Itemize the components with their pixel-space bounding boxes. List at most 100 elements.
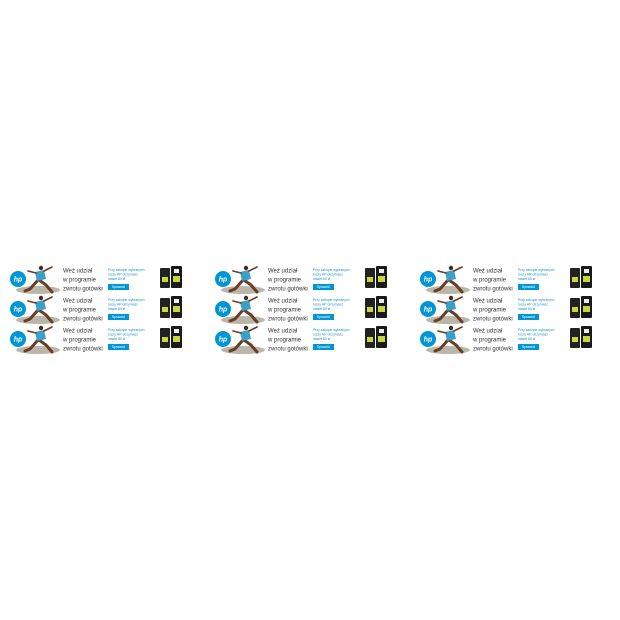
button-bg[interactable] [313,314,334,320]
button[interactable]: Sprawdź [518,314,539,320]
button-bg[interactable] [518,314,539,320]
hp-logo-text: hp [219,276,228,283]
subtext: Przy zakupie wybranych [518,268,555,272]
banner[interactable]: hp Weź udział w programie zwrotu gotówki Prz… [420,265,592,294]
cartridge-window [379,299,384,303]
button[interactable]: Sprawdź [313,284,334,290]
ground [16,316,60,324]
runner-arms [27,266,53,274]
runner-shirt [445,270,456,281]
subtext: nawet 80 zł [518,337,535,341]
runner-head [448,295,454,301]
subtext: Przy zakupie wybranych [518,328,555,332]
runner-shirt [35,270,46,281]
button-label[interactable]: Sprawdź [112,285,125,289]
subtext: nawet 80 zł [313,277,330,281]
button-bg[interactable] [108,344,129,350]
ground [16,346,60,354]
ground [426,286,470,294]
hp-logo [10,301,26,317]
runner-legs [433,308,464,324]
button[interactable]: Sprawdź [518,344,539,350]
runner-arms [437,326,463,334]
ground [426,316,470,324]
button-bg[interactable] [108,314,129,320]
button-bg[interactable] [313,284,334,290]
button-label[interactable]: Sprawdź [112,345,125,349]
headline: Weź udział [268,299,298,305]
button-label[interactable]: Sprawdź [317,285,330,289]
hp-logo-text: hp [424,306,433,313]
headline: zwrotu gotówki [268,287,308,293]
headline: Weź udział [63,299,93,305]
runner-legs [23,338,54,354]
ground [221,286,265,294]
headline: zwrotu gotówki [473,287,513,293]
button-label[interactable]: Sprawdź [317,315,330,319]
runner-head [243,295,249,301]
button[interactable]: Sprawdź [313,314,334,320]
runner-arms [232,296,258,304]
runner-shirt [445,300,456,311]
runner-head [448,325,454,331]
subtext: tuszy HP otrzymasz [108,302,138,306]
ground [221,316,265,324]
button[interactable]: Sprawdź [313,344,334,350]
banner[interactable]: hp Weź udział w programie zwrotu gotówki Prz… [10,295,182,324]
button-label[interactable]: Sprawdź [112,315,125,319]
button-bg[interactable] [518,344,539,350]
headline: zwrotu gotówki [473,347,513,353]
button-label[interactable]: Sprawdź [522,315,535,319]
cartridge-label [572,337,578,342]
runner-head [243,325,249,331]
banner[interactable]: hp Weź udział w programie zwrotu gotówki Prz… [10,265,182,294]
subtext: Przy zakupie wybranych [313,268,350,272]
cartridge-window [379,269,384,273]
button[interactable]: Sprawdź [108,344,129,350]
headline: w programie [267,308,302,314]
headline: zwrotu gotówki [268,347,308,353]
button-label[interactable]: Sprawdź [522,285,535,289]
runner-legs [228,338,259,354]
button-bg[interactable] [313,344,334,350]
banner[interactable]: hp Weź udział w programie zwrotu gotówki Prz… [215,295,387,324]
button-bg[interactable] [518,284,539,290]
subtext: tuszy HP otrzymasz [313,332,343,336]
banner[interactable]: hp Weź udział w programie zwrotu gotówki Prz… [215,265,387,294]
subtext: Przy zakupie wybranych [518,298,555,302]
headline: Weź udział [473,269,503,275]
cartridge-label [162,337,168,342]
subtext: tuszy HP otrzymasz [108,272,138,276]
banner[interactable]: hp Weź udział w programie zwrotu gotówki Prz… [10,325,182,354]
button-bg[interactable] [108,284,129,290]
hp-logo-text: hp [219,336,228,343]
hp-logo [420,331,436,347]
subtext: nawet 80 zł [108,307,125,311]
cartridge-window [379,329,384,333]
cartridge-window [584,299,589,303]
runner-arms [27,296,53,304]
cartridge-label [367,337,373,342]
headline: w programie [472,278,507,284]
subtext: tuszy HP otrzymasz [313,272,343,276]
subtext: nawet 80 zł [108,277,125,281]
headline: w programie [267,278,302,284]
banner[interactable]: hp Weź udział w programie zwrotu gotówki Prz… [420,295,592,324]
button-label[interactable]: Sprawdź [522,345,535,349]
hp-logo [420,301,436,317]
button[interactable]: Sprawdź [518,284,539,290]
cartridge-label [378,306,385,312]
button[interactable]: Sprawdź [108,284,129,290]
headline: Weź udział [268,269,298,275]
button[interactable]: Sprawdź [108,314,129,320]
cartridge-label [583,306,590,312]
runner-shirt [445,330,456,341]
cartridge-window [584,269,589,273]
banner[interactable]: hp Weź udział w programie zwrotu gotówki Prz… [420,325,592,354]
button-label[interactable]: Sprawdź [317,345,330,349]
banner[interactable]: hp Weź udział w programie zwrotu gotówki Prz… [215,325,387,354]
runner-arms [27,326,53,334]
headline: Weź udział [473,299,503,305]
runner-legs [23,308,54,324]
